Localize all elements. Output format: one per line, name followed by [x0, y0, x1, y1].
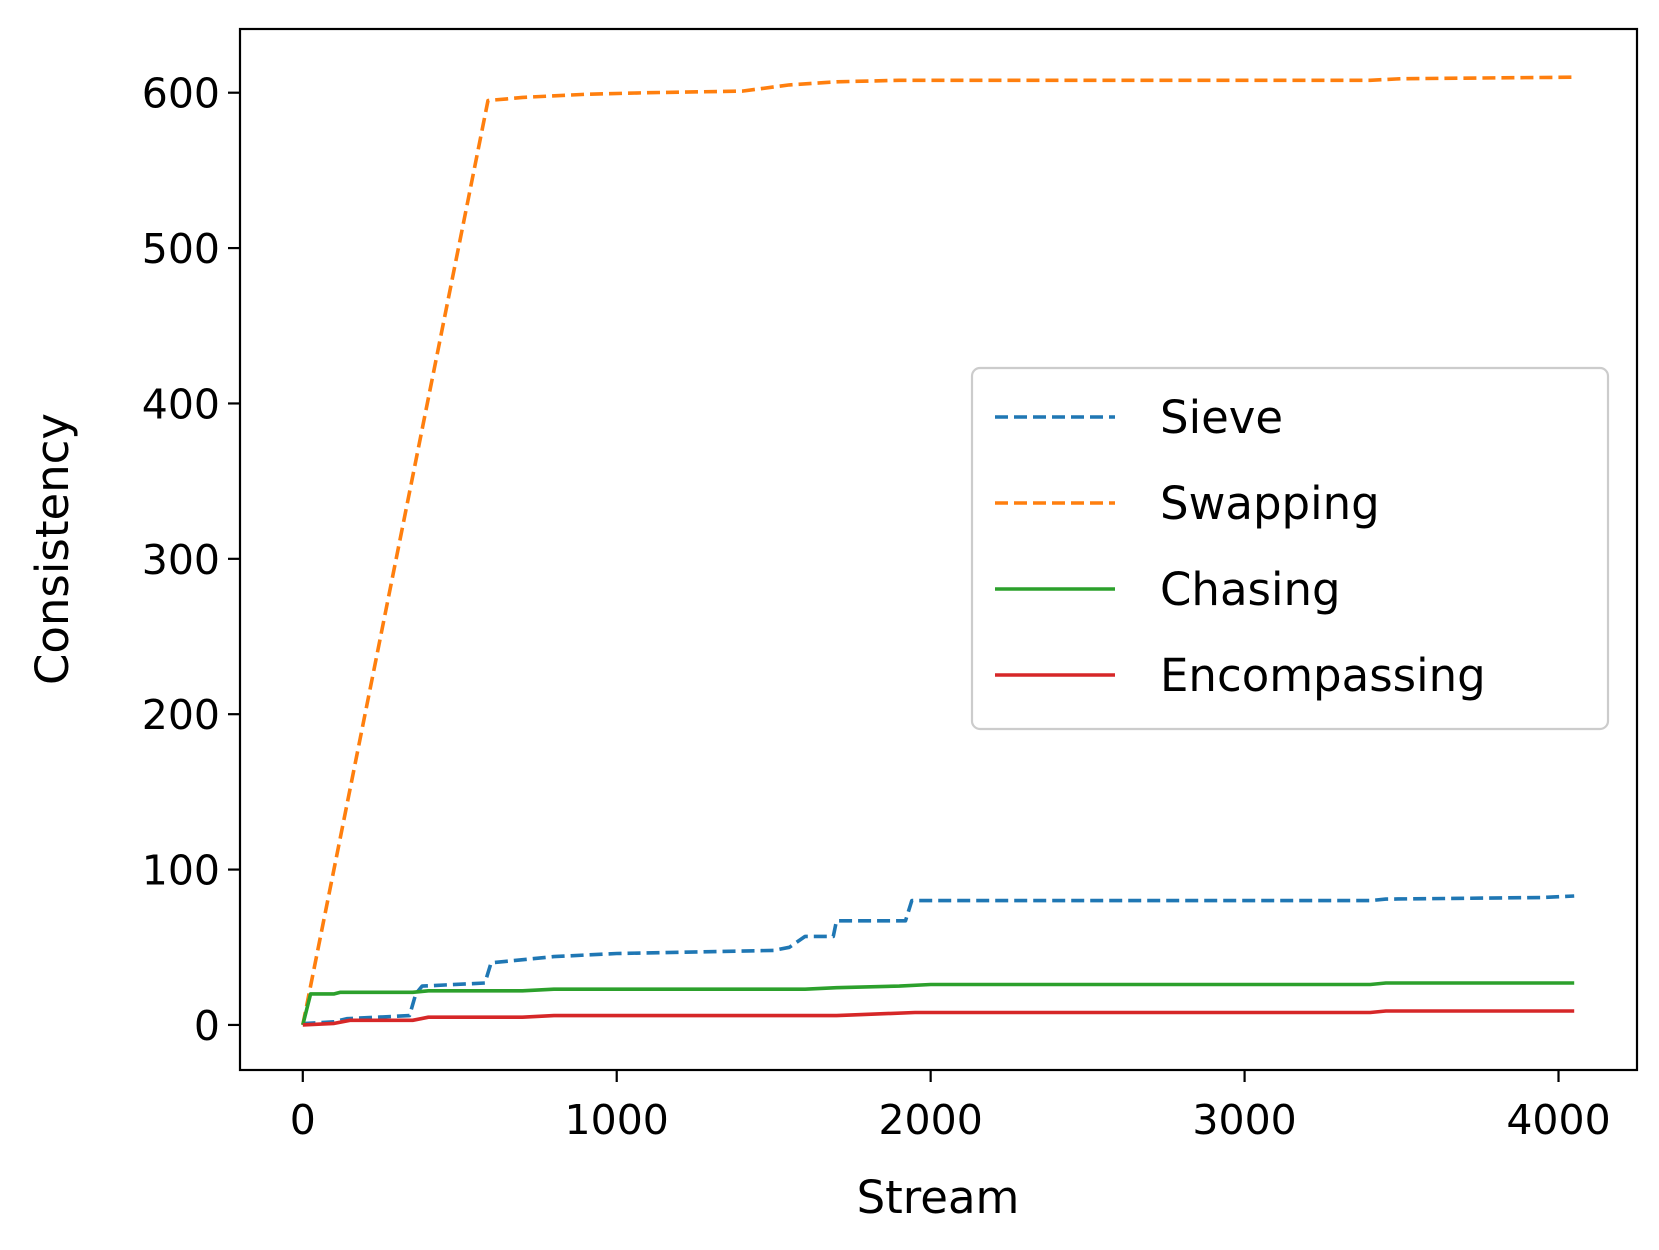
y-tick-label: 200 — [142, 691, 220, 739]
y-tick-label: 600 — [142, 70, 220, 118]
x-axis: 0 1000 2000 3000 4000 — [290, 1070, 1611, 1144]
legend: Sieve Swapping Chasing Encompassing — [970, 366, 1610, 731]
plot-frame — [238, 27, 1639, 1072]
x-tick-label: 0 — [290, 1096, 316, 1144]
y-axis-label: Consistency — [26, 413, 79, 685]
series-line-chasing — [301, 981, 1575, 1026]
y-axis: 0 100 200 300 400 500 600 — [142, 70, 240, 1050]
x-tick-label: 3000 — [1192, 1096, 1296, 1144]
legend-box — [970, 366, 1610, 731]
legend-label-sieve: Sieve — [1160, 391, 1283, 444]
legend-label-chasing: Chasing — [1160, 563, 1341, 616]
x-axis-label: Stream — [857, 1171, 1020, 1224]
series-line-sieve — [302, 894, 1575, 1027]
legend-label-encompassing: Encompassing — [1160, 649, 1486, 702]
x-tick-label: 4000 — [1506, 1096, 1610, 1144]
x-tick-label: 2000 — [878, 1096, 982, 1144]
series-line-encompassing — [302, 1009, 1575, 1027]
y-tick-label: 400 — [142, 380, 220, 428]
legend-label-swapping: Swapping — [1160, 477, 1380, 530]
y-tick-label: 0 — [194, 1002, 220, 1050]
series-line-swapping — [301, 75, 1575, 1026]
y-tick-label: 300 — [142, 536, 220, 584]
x-tick-label: 1000 — [565, 1096, 669, 1144]
series-layer — [301, 75, 1575, 1027]
y-tick-label: 100 — [142, 847, 220, 895]
y-tick-label: 500 — [142, 225, 220, 273]
